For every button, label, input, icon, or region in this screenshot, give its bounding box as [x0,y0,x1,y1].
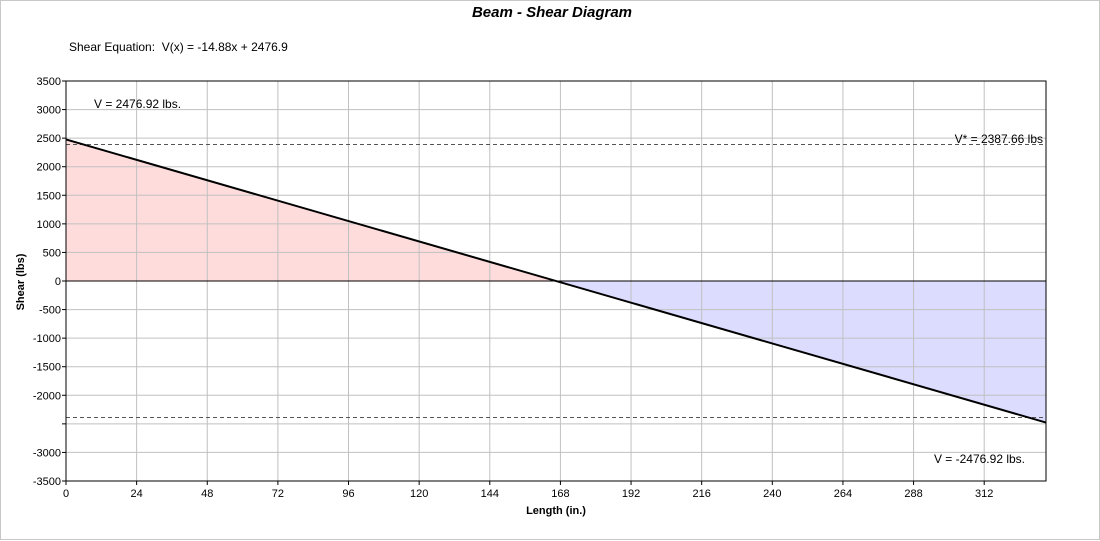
y-tick-label: 1000 [37,219,61,231]
x-tick-label: 24 [131,488,143,500]
annotation-v-start: V = 2476.92 lbs. [94,97,181,111]
x-tick-label: 144 [481,488,499,500]
plot-area: 3500 3000 2500 2000 1500 1000 500 0 -500 -1000 -15… [33,76,1047,500]
y-tick-label: -1000 [33,333,61,345]
x-axis-label: Length (in.) [526,505,586,517]
y-tick-label: 3500 [37,76,61,88]
y-tick-label: 500 [43,247,61,259]
x-tick-label: 192 [622,488,640,500]
shear-equation: Shear Equation: V(x) = -14.88x + 2476.9 [69,40,288,54]
x-tick-label: 0 [63,488,69,500]
y-tick-label: 0 [55,276,61,288]
x-tick-label: 216 [692,488,710,500]
x-tick-label: 96 [342,488,354,500]
y-tick-label: 1500 [37,190,61,202]
y-tick-label: -3000 [33,447,61,459]
x-tick-label: 72 [272,488,284,500]
x-tick-label: 120 [410,488,428,500]
annotation-v-end: V = -2476.92 lbs. [934,452,1025,466]
x-tick-label: 288 [904,488,922,500]
x-tick-label: 240 [763,488,781,500]
shear-line [65,138,1047,424]
y-tick-label: -2000 [33,390,61,402]
y-tick-label: 3000 [37,105,61,117]
x-tick-label: 48 [201,488,213,500]
x-tick-label: 264 [834,488,852,500]
y-tick-label: 2500 [37,133,61,145]
x-tick-label: 168 [551,488,569,500]
y-axis-label: Shear (lbs) [15,253,27,310]
annotation-v-allowable: V* = 2387.66 lbs [955,132,1043,146]
chart-title: Beam - Shear Diagram [472,4,632,21]
y-tick-label: -1500 [33,362,61,374]
y-tick-label: 2000 [37,162,61,174]
x-tick-label: 312 [975,488,993,500]
y-tick-label: -3500 [33,476,61,488]
y-tick-label: -500 [39,305,61,317]
